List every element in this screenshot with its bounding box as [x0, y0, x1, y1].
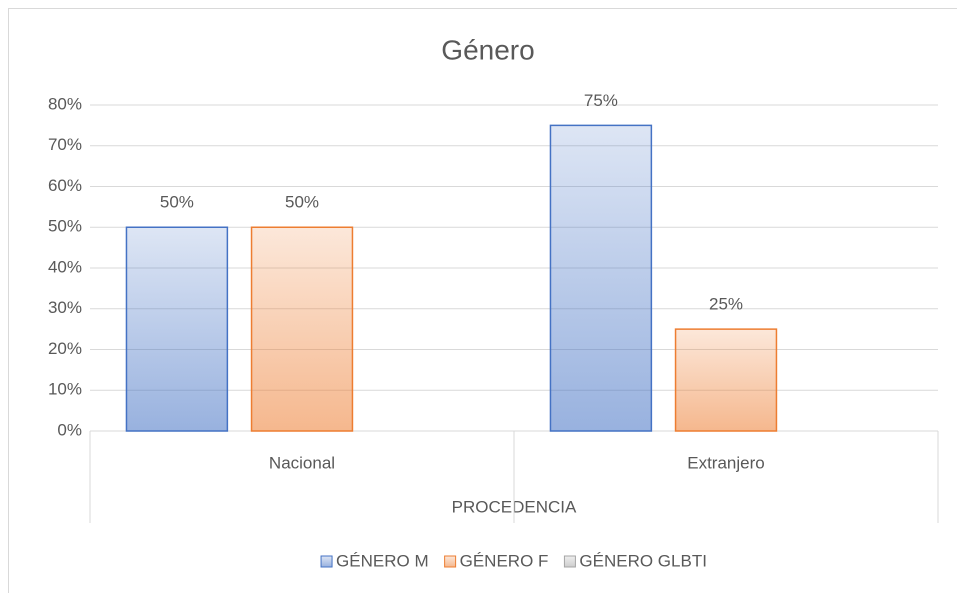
- y-tick-label: 0%: [57, 420, 82, 439]
- y-tick-label: 30%: [48, 298, 82, 317]
- data-label: 50%: [285, 193, 319, 212]
- x-tick-label: Extranjero: [687, 453, 764, 472]
- bar: [250, 226, 354, 432]
- bar: [549, 124, 653, 432]
- legend-label: GÉNERO M: [336, 551, 429, 570]
- legend-label: GÉNERO GLBTI: [579, 551, 707, 570]
- legend-swatch: [444, 555, 457, 568]
- y-tick-label: 40%: [48, 257, 82, 276]
- y-tick-label: 50%: [48, 217, 82, 236]
- chart-border: [8, 8, 957, 593]
- data-label: 25%: [709, 295, 743, 314]
- y-tick-label: 10%: [48, 380, 82, 399]
- y-tick-label: 80%: [48, 94, 82, 113]
- chart-title: Género: [441, 34, 534, 65]
- y-tick-label: 20%: [48, 339, 82, 358]
- data-label: 50%: [160, 193, 194, 212]
- legend-swatch: [320, 555, 333, 568]
- bar: [674, 328, 778, 432]
- legend-label: GÉNERO F: [460, 551, 549, 570]
- y-tick-label: 60%: [48, 176, 82, 195]
- y-tick-label: 70%: [48, 135, 82, 154]
- data-label: 75%: [584, 91, 618, 110]
- x-tick-label: Nacional: [269, 453, 335, 472]
- bar: [125, 226, 229, 432]
- legend-swatch: [563, 555, 576, 568]
